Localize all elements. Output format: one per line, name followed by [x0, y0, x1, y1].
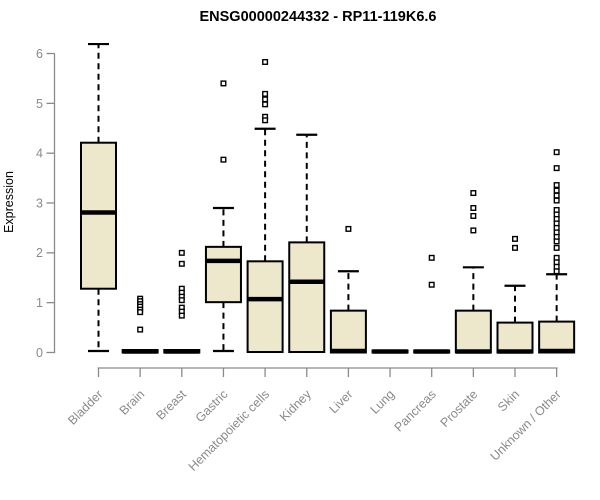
outlier-point	[137, 309, 144, 316]
outlier-point	[178, 312, 185, 319]
box-group-skin	[496, 235, 534, 354]
x-tick-label: Lung	[368, 387, 398, 417]
box-group-kidney	[288, 133, 326, 354]
box-group-hematopoietic-cells	[246, 58, 284, 354]
x-tick-label: Prostate	[438, 387, 481, 430]
outlier-point	[178, 249, 185, 256]
outlier-point	[553, 192, 560, 199]
y-tick-label: 0	[36, 346, 43, 360]
outlier-point	[428, 281, 435, 288]
outlier-point	[470, 204, 477, 211]
box-group-brain	[121, 295, 159, 354]
box-group-bladder	[80, 42, 117, 353]
y-tick-label: 6	[36, 47, 43, 61]
outlier-point	[553, 149, 560, 156]
outlier-point	[262, 58, 269, 65]
y-tick-label: 5	[36, 97, 43, 111]
box-group-gastric	[204, 80, 242, 353]
y-tick-label: 1	[36, 296, 43, 310]
x-tick-label: Hematopoietic cells	[186, 387, 273, 474]
x-tick-label: Breast	[153, 387, 189, 423]
box-rect	[246, 260, 284, 354]
outlier-point	[262, 101, 269, 108]
outlier-point	[553, 182, 560, 189]
outlier-point	[553, 165, 560, 172]
outlier-point	[553, 197, 560, 204]
x-tick-label: Gastric	[193, 387, 231, 425]
y-axis-label: Expression	[2, 171, 16, 233]
outlier-point	[345, 225, 352, 232]
box-rect	[454, 309, 492, 354]
x-tick-label: Unknown / Other	[488, 387, 564, 463]
outlier-point	[470, 212, 477, 219]
outlier-point	[220, 156, 227, 163]
x-tick-label: Skin	[495, 387, 522, 414]
outlier-point	[178, 297, 185, 304]
y-axis: 0 1 2 3 4 5 6	[36, 47, 56, 360]
box-rect	[496, 321, 534, 354]
outlier-point	[262, 117, 269, 124]
box-rect	[538, 320, 576, 354]
y-tick-label: 3	[36, 196, 43, 210]
outlier-point	[428, 254, 435, 261]
y-tick-label: 2	[36, 246, 43, 260]
x-tick-label: Kidney	[277, 387, 314, 424]
outlier-point	[262, 90, 269, 97]
outlier-point	[553, 244, 560, 251]
box-group-pancreas	[413, 254, 451, 354]
outlier-point	[470, 190, 477, 197]
box-rect	[329, 309, 367, 354]
outlier-point	[220, 80, 227, 87]
outlier-point	[137, 326, 144, 333]
box-group-unknown-other	[538, 149, 576, 354]
chart-title: ENSG00000244332 - RP11-119K6.6	[199, 9, 436, 25]
box-rect	[80, 141, 117, 290]
outlier-point	[553, 268, 560, 275]
x-tick-label: Pancreas	[392, 387, 439, 434]
outlier-point	[178, 260, 185, 267]
box-group-lung	[371, 349, 409, 354]
outlier-point	[512, 244, 519, 251]
outlier-point	[553, 187, 560, 194]
x-tick-label: Bladder	[65, 387, 105, 427]
y-tick-label: 4	[36, 147, 43, 161]
outlier-point	[512, 235, 519, 242]
box-series	[80, 42, 576, 354]
box-rect	[204, 245, 242, 304]
box-group-prostate	[454, 190, 492, 354]
outlier-point	[553, 238, 560, 245]
box-group-breast	[163, 249, 201, 354]
x-tick-label: Brain	[117, 387, 148, 418]
box-group-liver	[329, 225, 367, 354]
outlier-point	[262, 96, 269, 103]
x-tick-label: Liver	[326, 387, 355, 416]
outlier-point	[470, 227, 477, 234]
box-rect	[288, 241, 326, 354]
